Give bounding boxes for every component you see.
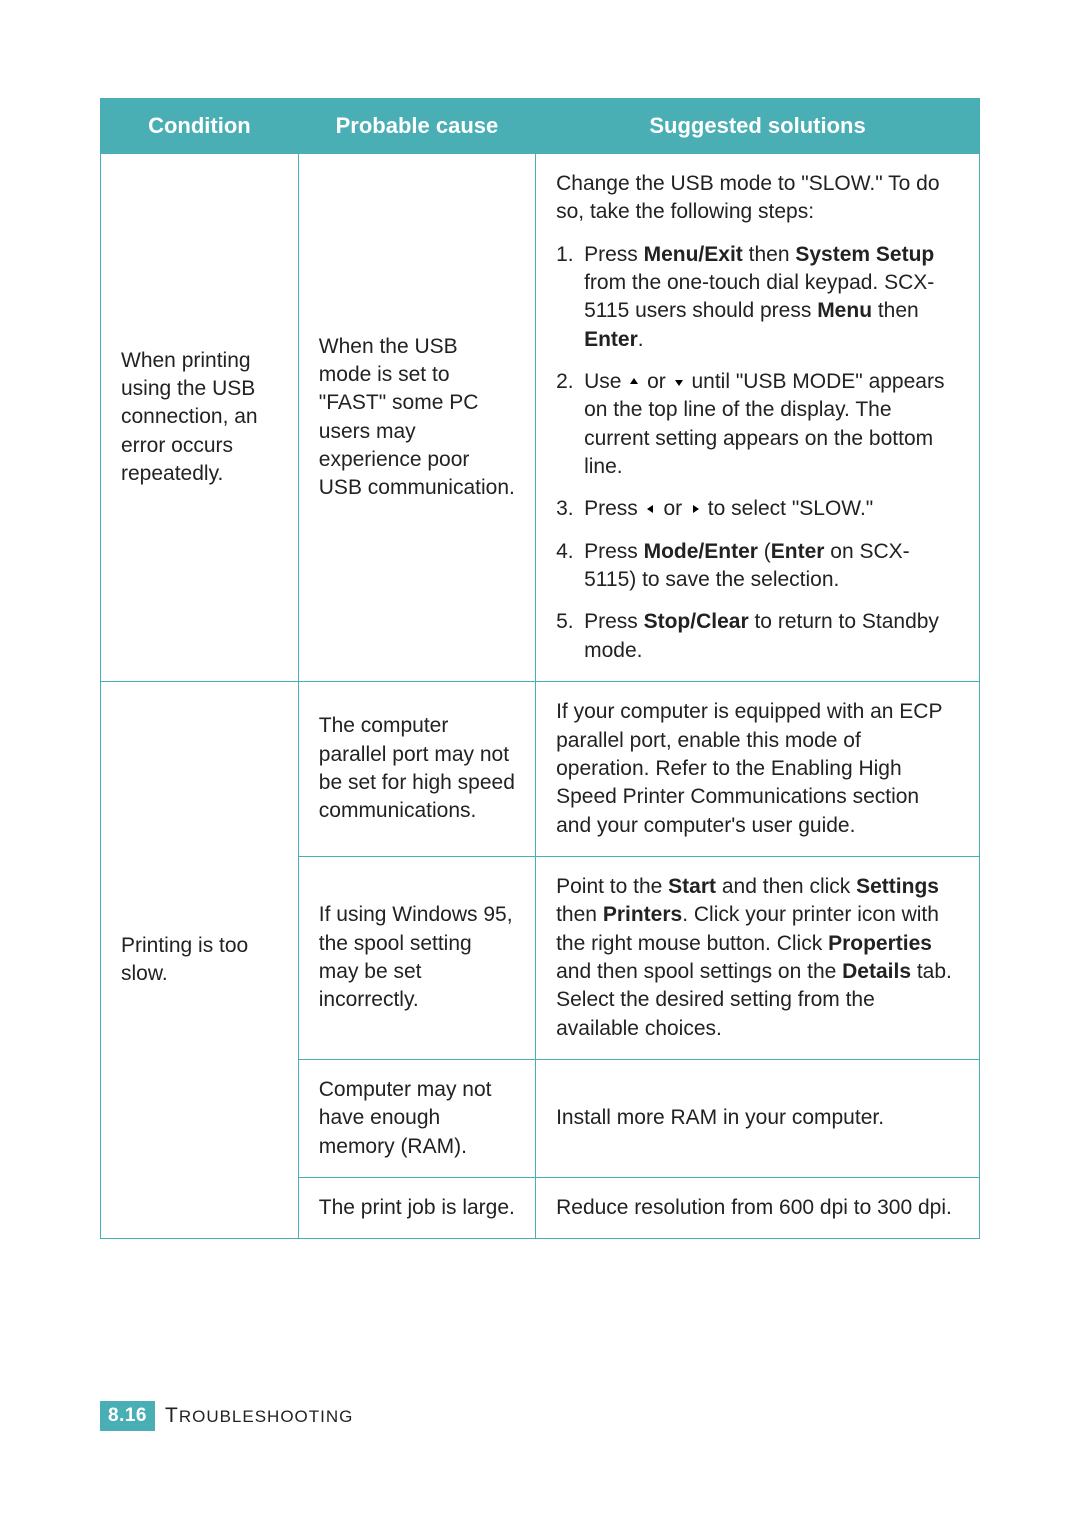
troubleshooting-table: Condition Probable cause Suggested solut… <box>100 98 980 1239</box>
cell-cause: When the USB mode is set to "FAST" some … <box>298 154 535 682</box>
chevron-up-icon <box>627 368 641 396</box>
solution-step: 1. Press Menu/Exit then System Setup fro… <box>556 241 959 354</box>
cell-cause: The computer parallel port may not be se… <box>298 682 535 857</box>
solution-step: 3. Press or to select "SLOW." <box>556 495 959 523</box>
cell-solution: Point to the Start and then click Settin… <box>536 856 980 1059</box>
page-footer: 8.16 TROUBLESHOOTING <box>100 1401 353 1431</box>
step-body: Press Mode/Enter (Enter on SCX-5115) to … <box>584 538 959 595</box>
header-cause: Probable cause <box>298 99 535 154</box>
cell-solution: If your computer is equipped with an ECP… <box>536 682 980 857</box>
step-number: 4. <box>556 538 584 595</box>
table-row: When printing using the USB connection, … <box>101 154 980 682</box>
step-body: Use or until "USB MODE" appears on the t… <box>584 368 959 481</box>
table-row: Printing is too slow. The computer paral… <box>101 682 980 857</box>
solution-step: 2. Use or until "USB MODE" appears on th… <box>556 368 959 481</box>
cell-cause: The print job is large. <box>298 1177 535 1238</box>
step-number: 1. <box>556 241 584 354</box>
cell-solution: Reduce resolution from 600 dpi to 300 dp… <box>536 1177 980 1238</box>
footer-section-label: TROUBLESHOOTING <box>165 1404 353 1428</box>
step-body: Press Menu/Exit then System Setup from t… <box>584 241 959 354</box>
step-number: 3. <box>556 495 584 523</box>
chevron-left-icon <box>644 495 658 523</box>
chevron-right-icon <box>688 495 702 523</box>
header-condition: Condition <box>101 99 299 154</box>
cell-cause: Computer may not have enough memory (RAM… <box>298 1059 535 1177</box>
page-number-badge: 8.16 <box>100 1401 155 1431</box>
solution-intro: Change the USB mode to "SLOW." To do so,… <box>556 170 959 227</box>
chevron-down-icon <box>672 368 686 396</box>
solution-step: 5. Press Stop/Clear to return to Standby… <box>556 608 959 665</box>
step-body: Press or to select "SLOW." <box>584 495 959 523</box>
cell-solution: Change the USB mode to "SLOW." To do so,… <box>536 154 980 682</box>
cell-condition: When printing using the USB connection, … <box>101 154 299 682</box>
step-body: Press Stop/Clear to return to Standby mo… <box>584 608 959 665</box>
step-number: 2. <box>556 368 584 481</box>
cell-solution: Install more RAM in your computer. <box>536 1059 980 1177</box>
header-solution: Suggested solutions <box>536 99 980 154</box>
table-header-row: Condition Probable cause Suggested solut… <box>101 99 980 154</box>
cell-condition: Printing is too slow. <box>101 682 299 1239</box>
cell-cause: If using Windows 95, the spool setting m… <box>298 856 535 1059</box>
solution-step: 4. Press Mode/Enter (Enter on SCX-5115) … <box>556 538 959 595</box>
step-number: 5. <box>556 608 584 665</box>
page-container: Condition Probable cause Suggested solut… <box>0 0 1080 1523</box>
